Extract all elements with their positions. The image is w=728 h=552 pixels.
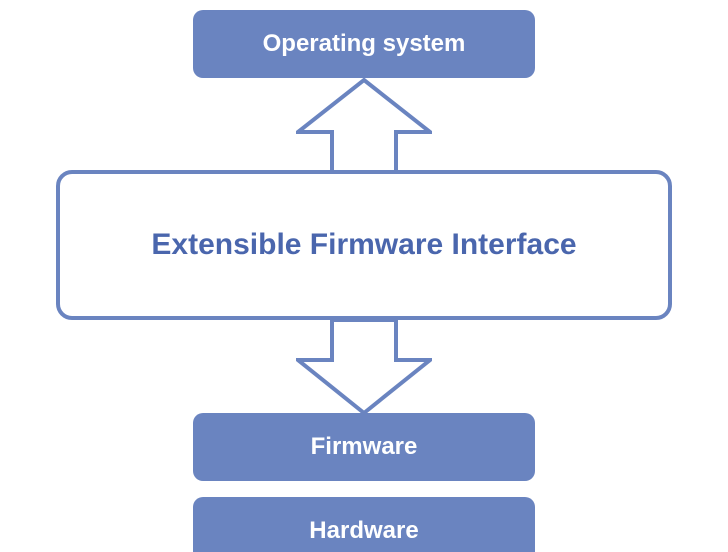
os-label: Operating system — [263, 30, 466, 58]
efi-box: Extensible Firmware Interface — [56, 170, 672, 320]
arrow-up — [296, 78, 432, 174]
firmware-label: Firmware — [311, 433, 418, 461]
efi-label: Extensible Firmware Interface — [151, 228, 576, 262]
arrow-down — [296, 318, 432, 415]
firmware-box: Firmware — [193, 413, 535, 481]
hardware-label: Hardware — [309, 517, 418, 545]
hardware-box: Hardware — [193, 497, 535, 552]
os-box: Operating system — [193, 10, 535, 78]
